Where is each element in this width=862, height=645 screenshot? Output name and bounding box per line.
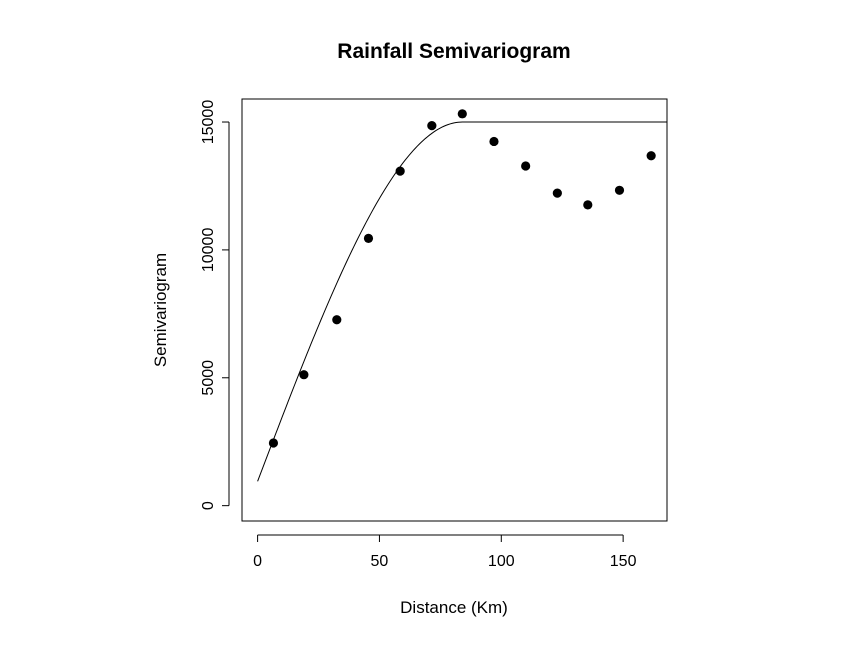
y-tick-label: 15000 [200, 100, 217, 145]
data-point [646, 151, 656, 161]
data-point [614, 185, 625, 195]
data-point [457, 109, 467, 119]
y-tick-label: 5000 [200, 360, 217, 396]
x-axis: 0 50 100 150 [253, 534, 637, 570]
y-axis: 0 5000 10000 15000 [200, 100, 230, 510]
y-axis-label: Semivariogram [151, 253, 170, 367]
x-tick-label: 150 [610, 553, 637, 570]
plot-frame [241, 98, 668, 522]
data-point [552, 188, 562, 198]
x-tick-label: 50 [371, 553, 389, 570]
fitted-model-curve [257, 121, 667, 482]
data-point [332, 315, 342, 325]
data-point [521, 161, 531, 171]
chart-title: Rainfall Semivariogram [337, 40, 570, 63]
data-point [395, 166, 405, 176]
data-point [363, 233, 374, 243]
data-point [427, 120, 437, 131]
data-point [583, 200, 593, 210]
x-axis-label: Distance (Km) [400, 598, 508, 617]
data-point [268, 438, 279, 448]
x-tick-label: 100 [488, 553, 515, 570]
x-tick-label: 0 [253, 553, 262, 570]
data-points [268, 109, 656, 448]
y-tick-label: 10000 [200, 228, 217, 273]
data-point [489, 136, 499, 147]
y-tick-label: 0 [200, 501, 217, 510]
data-point [299, 370, 309, 380]
